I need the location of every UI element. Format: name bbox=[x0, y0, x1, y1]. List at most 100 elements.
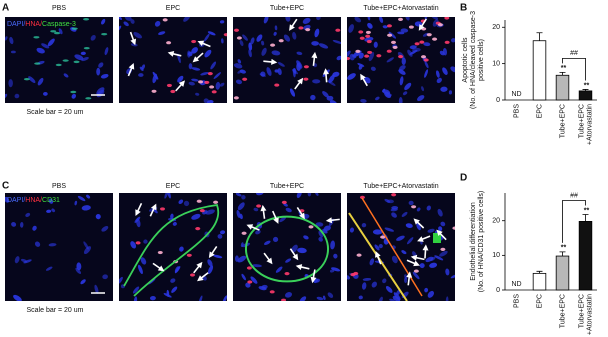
positive-cell bbox=[198, 80, 204, 84]
arrow-head bbox=[197, 40, 205, 47]
positive-cell bbox=[355, 49, 361, 53]
nucleus bbox=[430, 17, 439, 20]
micrograph bbox=[347, 17, 455, 103]
panel-letter: B bbox=[460, 3, 467, 14]
nucleus bbox=[412, 47, 421, 52]
nucleus bbox=[10, 50, 16, 54]
nucleus bbox=[347, 50, 351, 59]
nucleus bbox=[450, 274, 455, 279]
nucleus bbox=[347, 73, 356, 80]
nucleus bbox=[191, 213, 201, 220]
positive-cell bbox=[426, 33, 432, 37]
nucleus bbox=[361, 222, 367, 228]
nucleus bbox=[170, 213, 174, 220]
y-tick-label: 20 bbox=[492, 24, 500, 31]
nucleus bbox=[191, 67, 201, 71]
nucleus bbox=[80, 51, 86, 56]
nucleus bbox=[311, 41, 319, 46]
positive-cell bbox=[452, 226, 455, 230]
significance-marker: ** bbox=[584, 82, 590, 89]
nucleus bbox=[63, 73, 69, 78]
nucleus bbox=[34, 241, 41, 247]
nucleus bbox=[388, 31, 397, 39]
comparison-bracket bbox=[562, 200, 586, 243]
y-tick-label: 20 bbox=[492, 218, 500, 225]
nucleus bbox=[75, 267, 82, 274]
arrow-head bbox=[178, 80, 186, 87]
nucleus bbox=[43, 91, 48, 96]
positive-cell bbox=[298, 26, 304, 30]
nucleus bbox=[32, 225, 37, 231]
nucleus bbox=[198, 295, 203, 301]
positive-cell bbox=[387, 33, 393, 37]
nucleus bbox=[239, 213, 243, 220]
positive-cell bbox=[364, 54, 370, 58]
nucleus bbox=[132, 286, 140, 294]
nucleus bbox=[83, 246, 91, 255]
positive-cell bbox=[247, 280, 253, 284]
nucleus bbox=[332, 40, 341, 44]
micrograph-content bbox=[5, 17, 113, 103]
nucleus bbox=[370, 66, 376, 71]
nucleus bbox=[207, 265, 214, 275]
nucleus bbox=[299, 296, 307, 301]
nucleus bbox=[450, 66, 455, 73]
nucleus bbox=[101, 18, 106, 25]
nucleus bbox=[315, 278, 320, 283]
nucleus bbox=[164, 193, 169, 199]
nucleus bbox=[315, 222, 324, 227]
cell bbox=[73, 60, 80, 64]
positive-cell bbox=[189, 273, 195, 277]
positive-cell bbox=[135, 241, 141, 245]
cell bbox=[62, 59, 69, 62]
x-tick-label: EPC bbox=[536, 294, 543, 308]
nucleus bbox=[137, 264, 143, 275]
positive-cell bbox=[413, 269, 419, 273]
nucleus bbox=[435, 70, 440, 78]
positive-cell bbox=[305, 28, 311, 32]
nucleus bbox=[9, 36, 14, 45]
arrow-head bbox=[413, 218, 420, 225]
cell bbox=[85, 97, 92, 100]
nucleus bbox=[119, 17, 123, 20]
nucleus bbox=[285, 207, 292, 213]
nucleus bbox=[310, 94, 316, 101]
positive-cell bbox=[391, 40, 397, 44]
nucleus bbox=[401, 250, 407, 255]
nucleus bbox=[328, 74, 335, 84]
positive-cell bbox=[199, 209, 205, 213]
nucleus bbox=[347, 275, 350, 280]
nucleus bbox=[235, 193, 242, 197]
nucleus bbox=[74, 200, 78, 206]
nucleus bbox=[215, 81, 221, 90]
nucleus bbox=[242, 34, 248, 41]
positive-cell bbox=[166, 83, 172, 88]
nucleus bbox=[439, 250, 448, 257]
cell bbox=[23, 77, 30, 81]
nucleus bbox=[239, 40, 244, 47]
nucleus bbox=[263, 240, 271, 246]
nucleus bbox=[119, 276, 123, 284]
nucleus bbox=[8, 79, 13, 88]
nucleus bbox=[48, 198, 54, 204]
arrow-head bbox=[413, 260, 420, 267]
error-bar bbox=[559, 251, 566, 257]
x-tick-label: EPC bbox=[536, 104, 543, 118]
positive-cell bbox=[359, 195, 365, 199]
nucleus bbox=[263, 17, 269, 24]
positive-cell bbox=[335, 28, 341, 32]
nucleus bbox=[250, 276, 258, 284]
nucleus bbox=[5, 93, 8, 99]
nucleus bbox=[424, 17, 428, 21]
nucleus bbox=[101, 226, 109, 232]
comparison-label: ## bbox=[570, 192, 578, 199]
nucleus bbox=[436, 77, 442, 84]
positive-cell bbox=[196, 199, 202, 203]
positive-cell bbox=[432, 37, 438, 41]
nucleus bbox=[20, 258, 28, 263]
nucleus bbox=[296, 62, 302, 71]
nucleus bbox=[206, 100, 214, 103]
nucleus bbox=[46, 209, 52, 213]
nucleus bbox=[354, 17, 362, 23]
